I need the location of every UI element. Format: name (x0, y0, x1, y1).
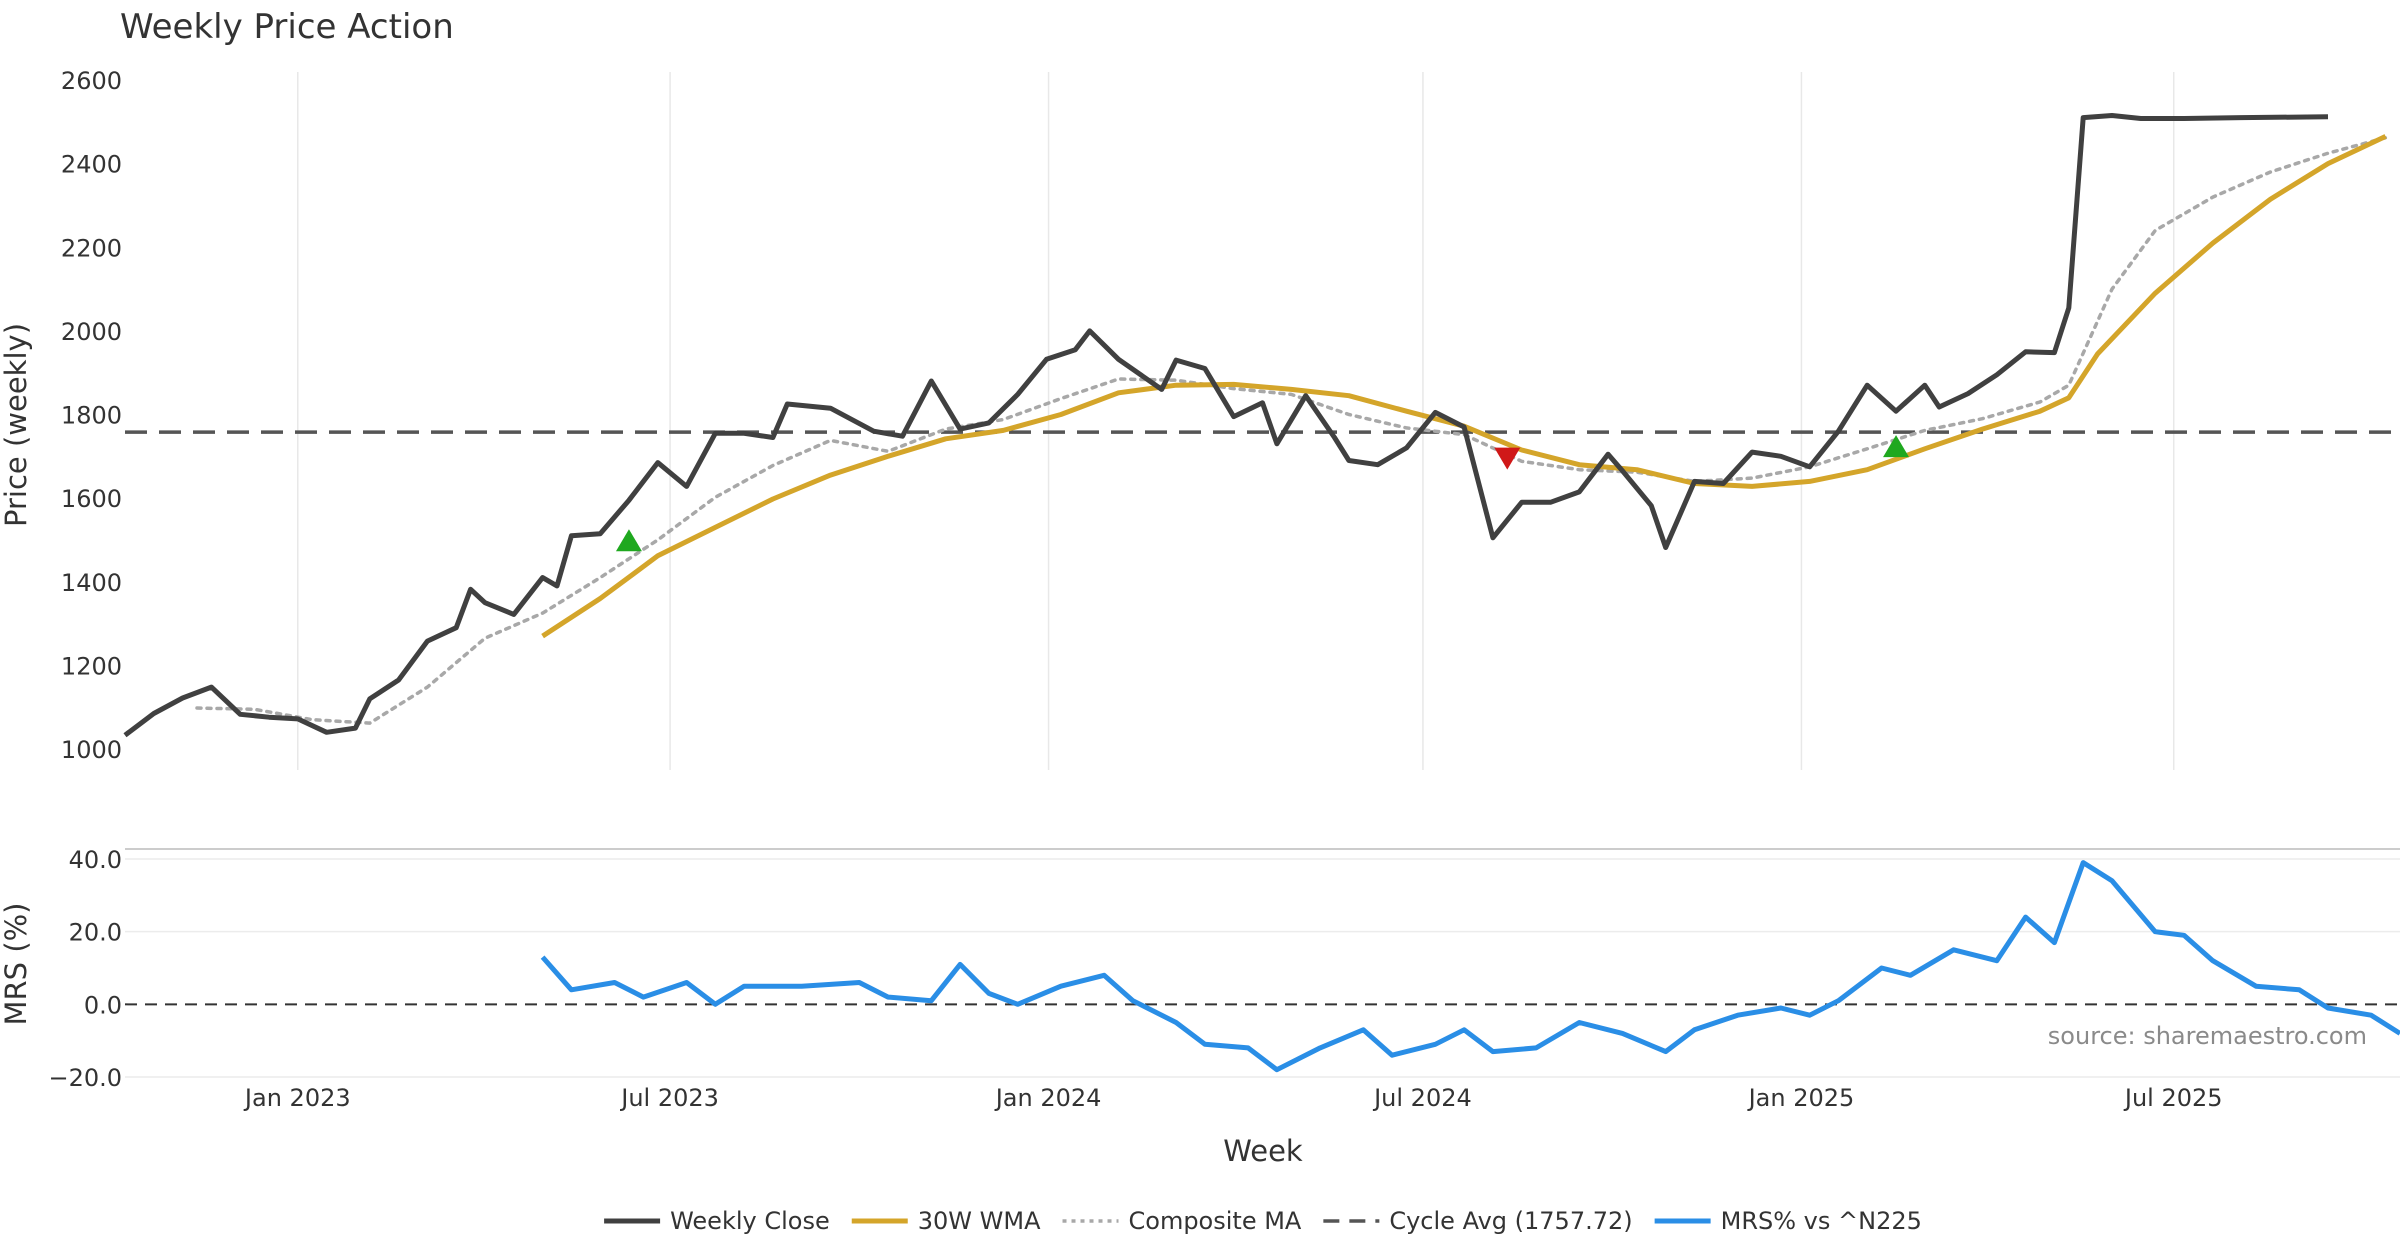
price-grid (297, 72, 2175, 770)
price-y-tick-label: 2600 (61, 67, 122, 95)
x-tick-label: Jan 2023 (243, 1084, 351, 1112)
price-y-axis: 1000 1200 1400 1600 1800 2000 2200 2400 2600 (61, 67, 122, 764)
mrs-y-axis: 40.0 20.0 0.0 −20.0 (48, 846, 122, 1092)
legend-label: 30W WMA (918, 1207, 1041, 1235)
x-axis: Jan 2023 Jul 2023 Jan 2024 Jul 2024 Jan 2025… (243, 1084, 2223, 1112)
x-tick-label: Jan 2024 (994, 1084, 1102, 1112)
wma-30w-line (541, 134, 2387, 639)
price-y-tick-label: 2200 (61, 234, 122, 262)
sell-signal-marker (1494, 447, 1521, 470)
composite-ma-line (195, 135, 2388, 725)
x-tick-label: Jul 2023 (619, 1084, 719, 1112)
legend-label: Composite MA (1129, 1207, 1302, 1235)
weekly-close-line (123, 113, 2329, 738)
source-note: source: sharemaestro.com (2048, 1022, 2367, 1050)
legend-label: Weekly Close (670, 1207, 830, 1235)
price-y-tick-label: 2000 (61, 318, 122, 346)
x-axis-label: Week (1223, 1134, 1303, 1168)
price-series-group (123, 113, 2400, 738)
mrs-series-group (540, 860, 2400, 1073)
price-y-tick-label: 1400 (61, 569, 122, 597)
signal-markers (615, 435, 1910, 552)
price-y-tick-label: 1800 (61, 402, 122, 430)
price-y-axis-label: Price (weekly) (0, 323, 33, 527)
mrs-y-tick-label: 0.0 (84, 991, 122, 1019)
mrs-y-tick-label: −20.0 (48, 1064, 122, 1092)
legend-label: MRS% vs ^N225 (1721, 1207, 1922, 1235)
price-y-tick-label: 2400 (61, 151, 122, 179)
mrs-y-tick-label: 40.0 (69, 846, 122, 874)
legend: Weekly Close 30W WMA Composite MA Cycle Avg… (604, 1207, 1922, 1235)
price-y-tick-label: 1600 (61, 485, 122, 513)
price-y-tick-label: 1200 (61, 652, 122, 680)
chart-title: Weekly Price Action (120, 7, 454, 47)
x-tick-label: Jul 2025 (2123, 1084, 2223, 1112)
x-tick-label: Jan 2025 (1747, 1084, 1855, 1112)
buy-signal-marker (1883, 435, 1910, 458)
mrs-panel: 40.0 20.0 0.0 −20.0 (48, 846, 2400, 1092)
mrs-grid (125, 848, 2400, 1078)
price-panel: 1000 1200 1400 1600 1800 2000 2200 2400 2600 (61, 67, 2400, 770)
legend-label: Cycle Avg (1757.72) (1389, 1207, 1632, 1235)
buy-signal-marker (615, 529, 642, 552)
x-tick-label: Jul 2024 (1372, 1084, 1472, 1112)
mrs-line (540, 860, 2400, 1073)
price-y-tick-label: 1000 (61, 736, 122, 764)
mrs-y-axis-label: MRS (%) (0, 903, 33, 1026)
mrs-y-tick-label: 20.0 (69, 919, 122, 947)
